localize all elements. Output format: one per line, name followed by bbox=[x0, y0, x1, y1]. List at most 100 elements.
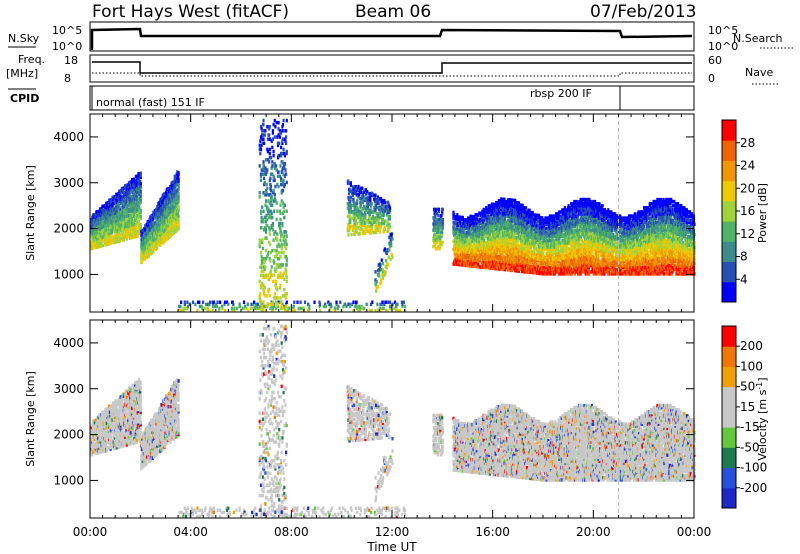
echo-point bbox=[118, 234, 122, 239]
echo-point bbox=[139, 214, 142, 219]
echo-point bbox=[91, 223, 94, 228]
echo-point bbox=[132, 227, 135, 231]
echo-point bbox=[134, 185, 137, 189]
echo-point bbox=[139, 188, 142, 192]
echo-point bbox=[152, 245, 155, 250]
echo-point bbox=[130, 182, 134, 186]
echo-point bbox=[119, 212, 122, 216]
echo-point bbox=[107, 221, 110, 225]
echo-point bbox=[115, 202, 118, 207]
nave-tick-low: 0 bbox=[708, 72, 715, 85]
echo-point bbox=[118, 218, 122, 222]
echo-point bbox=[100, 206, 103, 211]
echo-point bbox=[129, 230, 132, 234]
echo-point bbox=[380, 278, 383, 282]
echo-point bbox=[108, 219, 112, 223]
echo-point bbox=[98, 221, 101, 226]
echo-point bbox=[152, 243, 156, 247]
echo-point bbox=[130, 205, 133, 209]
echo-point bbox=[107, 202, 110, 207]
echo-point bbox=[135, 207, 139, 212]
echo-point bbox=[349, 199, 352, 204]
echo-point bbox=[152, 247, 155, 252]
echo-point bbox=[132, 177, 135, 181]
echo-point bbox=[156, 234, 159, 238]
echo-point bbox=[100, 213, 103, 217]
echo-point bbox=[94, 229, 97, 233]
echo-point bbox=[177, 191, 180, 196]
echo-point bbox=[123, 208, 126, 213]
echo-point bbox=[112, 201, 115, 205]
echo-point bbox=[110, 222, 113, 227]
echo-point bbox=[112, 209, 115, 214]
echo-point bbox=[146, 236, 149, 241]
echo-point bbox=[108, 231, 112, 235]
echo-point bbox=[120, 205, 123, 209]
echo-point bbox=[107, 234, 110, 238]
echo-point bbox=[120, 197, 123, 201]
echo-point bbox=[117, 235, 120, 239]
echo-point bbox=[129, 203, 132, 207]
echo-point bbox=[129, 196, 132, 201]
echo-point bbox=[107, 211, 110, 215]
echo-point bbox=[117, 218, 120, 223]
echo-point bbox=[132, 233, 135, 237]
echo-point bbox=[152, 249, 155, 254]
echo-point bbox=[441, 240, 444, 245]
echo-point bbox=[102, 204, 105, 208]
echo-point bbox=[134, 183, 137, 187]
echo-point bbox=[147, 221, 150, 225]
echo-point bbox=[139, 210, 142, 215]
echo-point bbox=[133, 224, 136, 229]
echo-point bbox=[115, 223, 118, 227]
echo-point bbox=[93, 225, 96, 229]
echo-point bbox=[120, 213, 123, 218]
echo-point bbox=[112, 238, 115, 243]
echo-point bbox=[127, 193, 130, 197]
echo-point bbox=[134, 203, 137, 208]
echo-point bbox=[133, 222, 136, 227]
echo-point bbox=[95, 214, 98, 218]
echo-point bbox=[142, 238, 145, 242]
echo-point bbox=[120, 209, 123, 214]
echo-point bbox=[123, 219, 126, 223]
echo-point bbox=[122, 221, 125, 226]
echo-point bbox=[90, 244, 93, 249]
echo-point bbox=[356, 222, 359, 226]
echo-point bbox=[91, 219, 94, 224]
echo-point bbox=[138, 213, 141, 217]
echo-point bbox=[132, 196, 135, 200]
echo-point bbox=[478, 265, 481, 269]
echo-point bbox=[139, 208, 142, 213]
echo-point bbox=[159, 233, 162, 237]
echo-point bbox=[101, 229, 104, 233]
echo-point bbox=[113, 225, 117, 230]
echo-point bbox=[103, 208, 106, 212]
echo-point bbox=[137, 178, 140, 182]
echo-point bbox=[130, 202, 133, 207]
echo-point bbox=[102, 208, 105, 213]
echo-point bbox=[110, 212, 113, 216]
echo-point bbox=[139, 194, 142, 198]
echo-point bbox=[95, 220, 98, 225]
echo-point bbox=[134, 205, 137, 210]
echo-point bbox=[140, 229, 143, 234]
echo-point bbox=[375, 289, 378, 293]
echo-point bbox=[125, 200, 128, 204]
echo-point bbox=[137, 229, 140, 234]
echo-point bbox=[95, 216, 98, 220]
echo-point bbox=[126, 234, 129, 239]
echo-point bbox=[139, 171, 142, 175]
echo-point bbox=[130, 235, 134, 240]
echo-point bbox=[115, 215, 118, 219]
echo-point bbox=[129, 201, 132, 205]
echo-point bbox=[157, 214, 160, 218]
echo-point bbox=[132, 214, 135, 219]
echo-point bbox=[120, 236, 123, 240]
echo-point bbox=[102, 216, 105, 221]
echo-point bbox=[129, 207, 132, 211]
echo-point bbox=[134, 210, 137, 214]
echo-point bbox=[105, 228, 108, 232]
echo-point bbox=[108, 229, 111, 234]
echo-point bbox=[115, 237, 118, 242]
